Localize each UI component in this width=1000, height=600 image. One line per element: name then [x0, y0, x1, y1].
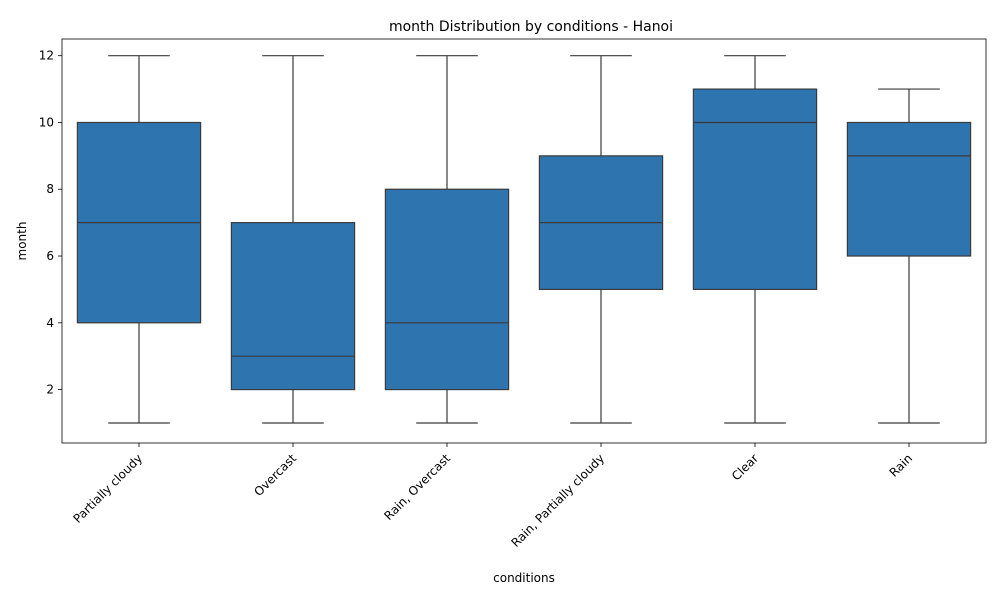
box-iqr: [692, 88, 818, 291]
y-axis-label: month: [15, 222, 29, 261]
box-iqr: [384, 188, 510, 391]
plot-frame: [61, 38, 987, 444]
x-tick-label: Rain, Partially cloudy: [508, 451, 607, 550]
x-tick-label: Rain: [887, 451, 916, 480]
box-iqr: [230, 222, 356, 391]
y-tick-label: 2: [46, 383, 54, 397]
x-tick-label: Partially cloudy: [70, 451, 145, 526]
x-tick-label: Clear: [729, 451, 761, 483]
box-iqr: [846, 121, 972, 257]
x-axis-label: conditions: [493, 571, 555, 585]
y-tick-label: 4: [46, 316, 54, 330]
x-tick-label: Overcast: [251, 451, 299, 499]
y-tick-label: 6: [46, 249, 54, 263]
chart-title: month Distribution by conditions - Hanoi: [389, 19, 673, 35]
x-tick-label: Rain, Overcast: [381, 451, 453, 523]
y-tick-label: 10: [39, 115, 54, 129]
y-tick-label: 12: [39, 49, 54, 63]
y-tick-label: 8: [46, 182, 54, 196]
